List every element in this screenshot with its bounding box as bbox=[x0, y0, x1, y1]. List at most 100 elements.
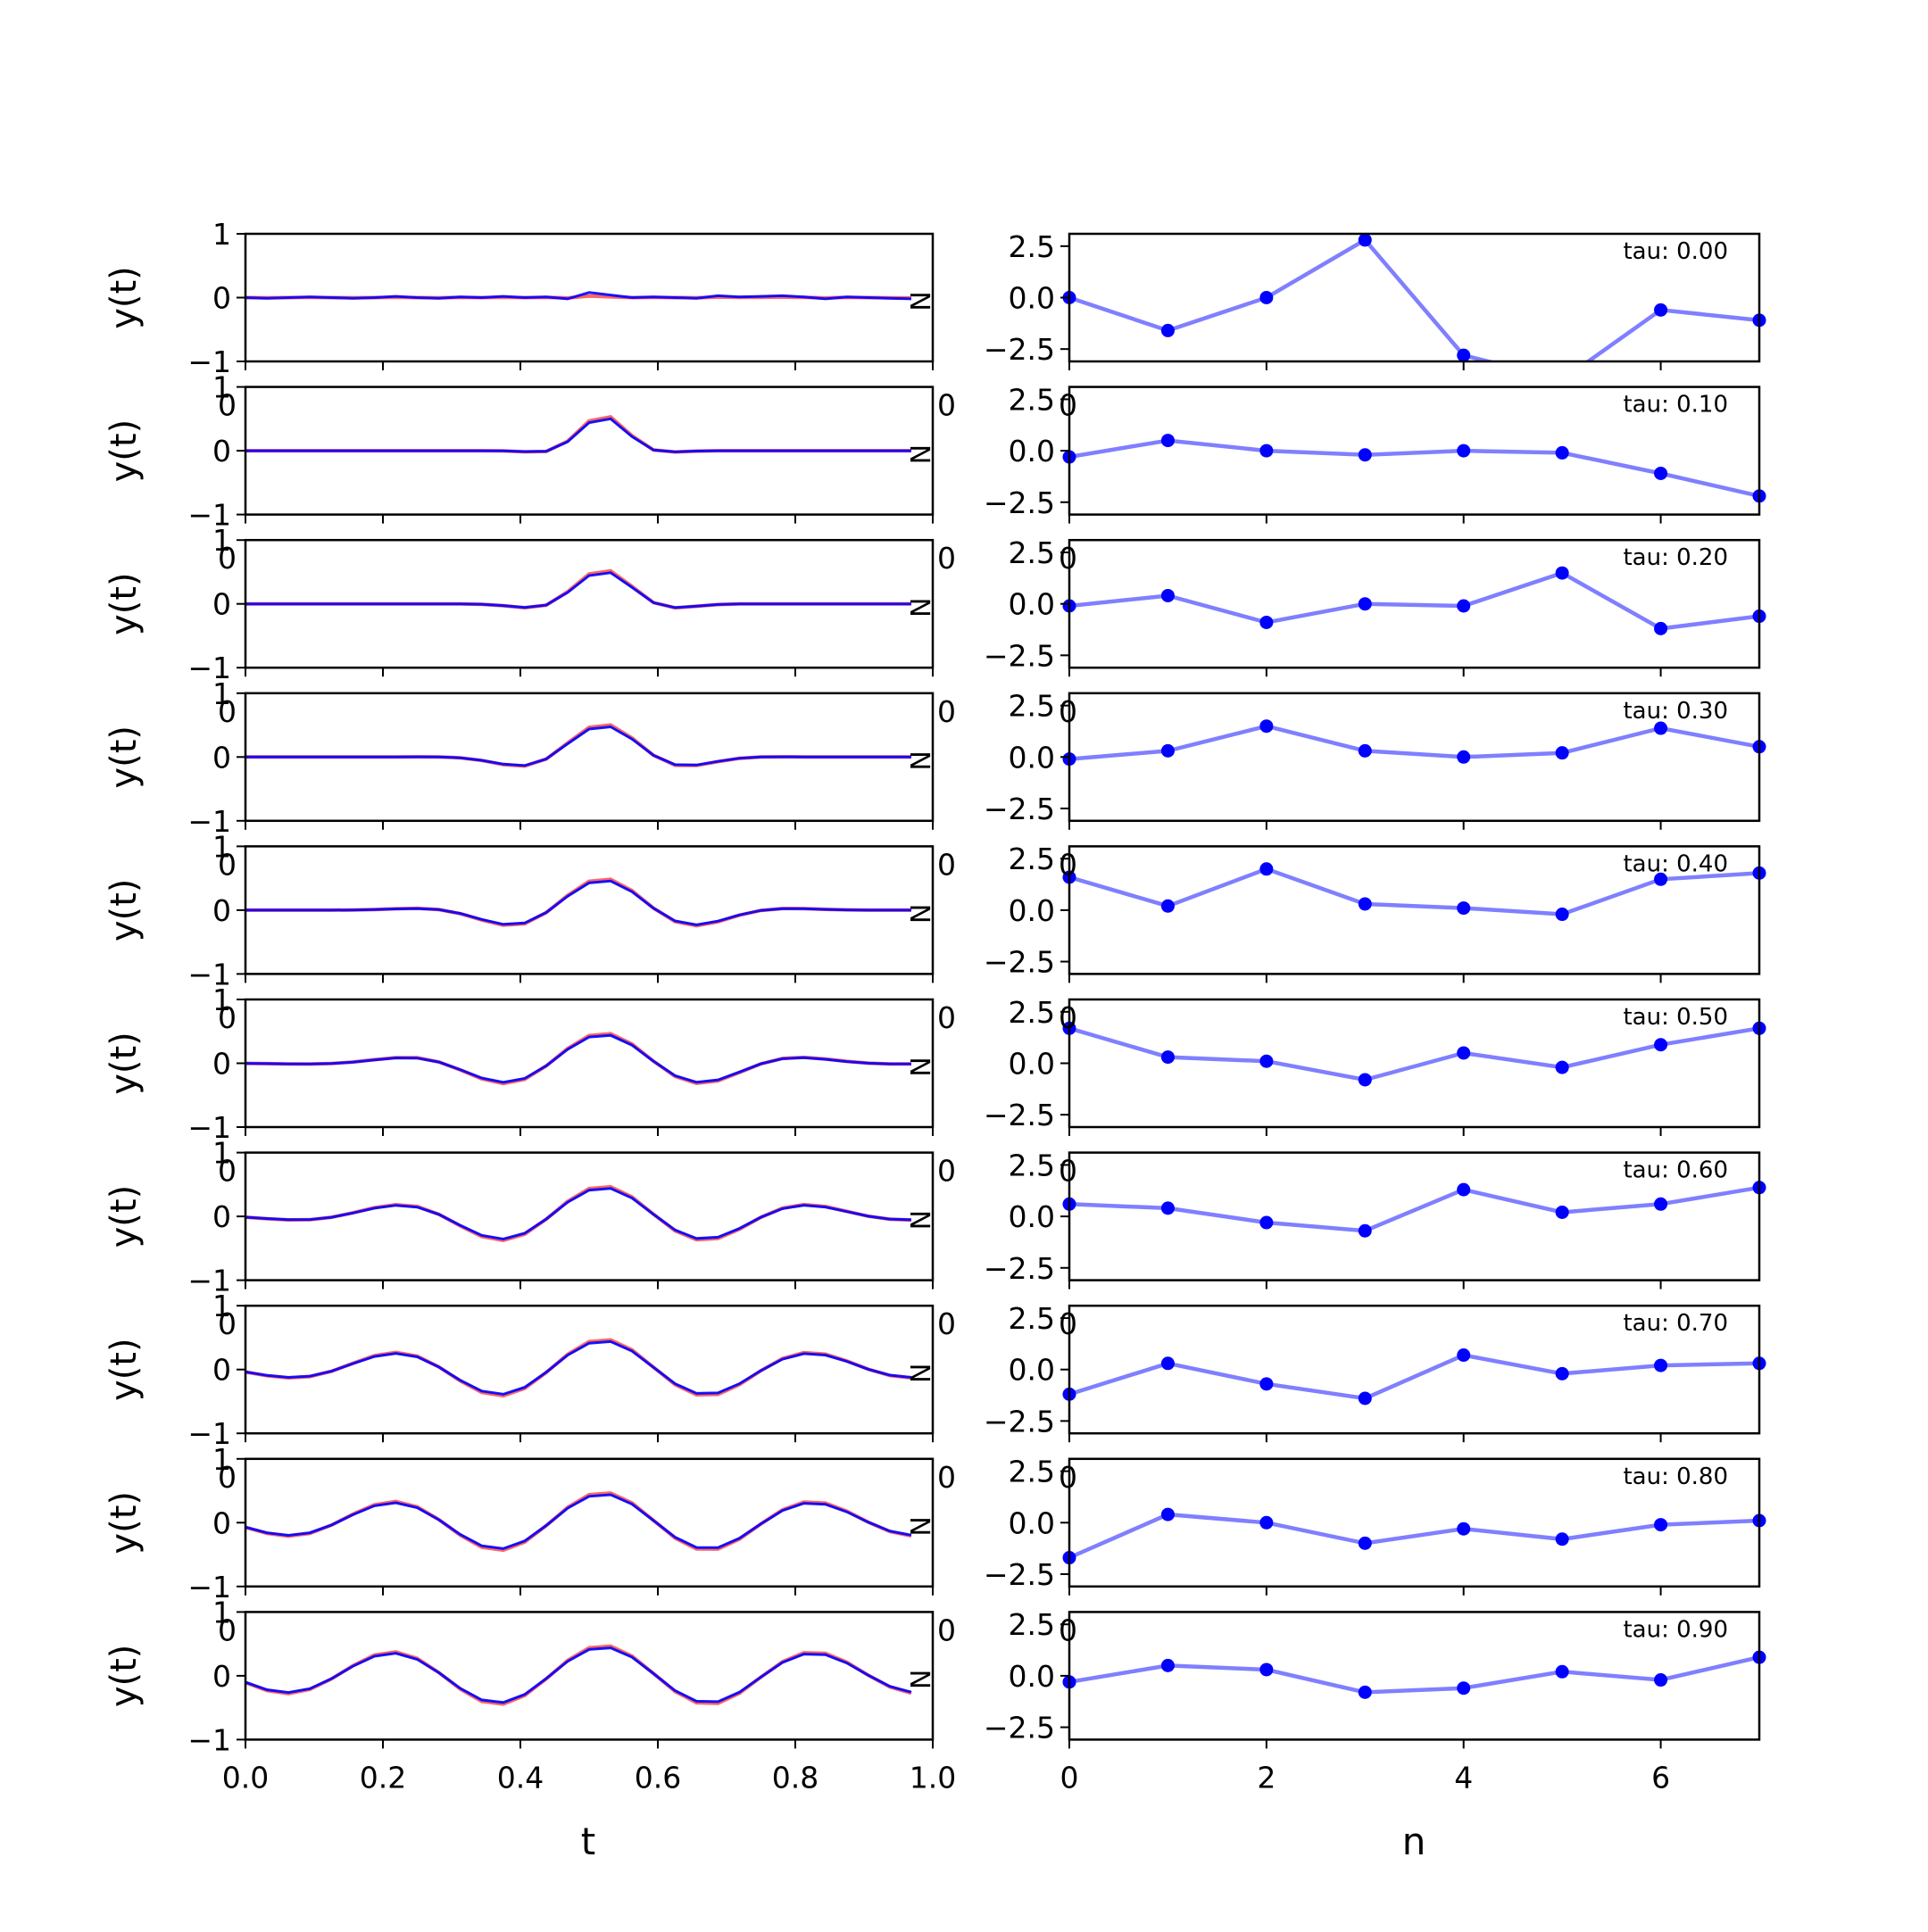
signal-line-blue bbox=[245, 1493, 912, 1550]
signal-line-blue bbox=[245, 1646, 912, 1704]
overlap-tick-label: 0 bbox=[1059, 1306, 1077, 1341]
tau-label: tau: 0.30 bbox=[1623, 698, 1728, 725]
y-tick-label: 1 bbox=[212, 676, 231, 711]
coeff-point bbox=[1160, 434, 1175, 448]
coeff-panel: 2.5 0.0 −2.5 0 tau: 0.80 bbox=[984, 1455, 1766, 1596]
signal-panel: 10−1y(t)0 0N bbox=[104, 829, 956, 991]
y-tick-label: −2.5 bbox=[984, 638, 1055, 673]
overlap-tick-label: 0 bbox=[1059, 1460, 1077, 1495]
y-tick-label: 0.0 bbox=[1009, 893, 1055, 928]
y-axis-label: y(t) bbox=[104, 726, 145, 789]
overlap-tick-label: 0 bbox=[937, 1613, 956, 1647]
y-tick-label: −1 bbox=[187, 651, 231, 685]
coeff-point bbox=[1358, 1536, 1372, 1550]
coeff-point bbox=[1259, 444, 1274, 458]
coeff-point bbox=[1457, 444, 1471, 458]
y-tick-label: 0 bbox=[212, 740, 231, 775]
y-tick-label: 2.5 bbox=[1009, 842, 1055, 876]
coeff-point bbox=[1259, 1663, 1274, 1677]
edge-label-n: N bbox=[903, 904, 935, 924]
coeff-point bbox=[1457, 750, 1471, 764]
coeff-point bbox=[1555, 1205, 1569, 1219]
signal-line-blue bbox=[245, 725, 911, 767]
coeff-point bbox=[1259, 1215, 1274, 1230]
y-tick-label: 2.5 bbox=[1009, 1301, 1055, 1336]
coeff-panel: 2.5 0.0 −2.5 0 tau: 0.70 bbox=[984, 1301, 1766, 1443]
signal-panel: 10−1y(t)0 0N bbox=[104, 983, 956, 1145]
coeff-point bbox=[1654, 1358, 1668, 1372]
coeff-panel: 2.50.0−2.50 2 4 60 tau: 0.90 bbox=[984, 1607, 1766, 1795]
y-tick-label: 0 bbox=[212, 281, 231, 316]
signal-line-blue bbox=[245, 417, 911, 453]
x-tick-label: 0.0 bbox=[222, 1760, 269, 1795]
coeff-point bbox=[1654, 466, 1668, 480]
coeff-line bbox=[1068, 1353, 1760, 1401]
signal-panel: 10−1y(t)0 0N bbox=[104, 523, 956, 685]
y-axis-label: y(t) bbox=[104, 1491, 145, 1555]
coeff-point bbox=[1358, 1685, 1372, 1699]
overlap-tick-label: 0 bbox=[937, 1460, 956, 1495]
y-axis-label: y(t) bbox=[104, 266, 145, 329]
tau-label: tau: 0.90 bbox=[1623, 1616, 1728, 1643]
x-tick-label: 0.6 bbox=[635, 1760, 681, 1795]
overlap-tick-label: 0 bbox=[218, 1154, 237, 1189]
y-tick-label: 2.5 bbox=[1009, 1455, 1055, 1489]
y-tick-label: 2.5 bbox=[1009, 1148, 1055, 1182]
y-tick-label: 2.5 bbox=[1009, 995, 1055, 1030]
coeff-point bbox=[1160, 323, 1175, 337]
overlap-tick-label: 0 bbox=[218, 1306, 237, 1341]
coeff-panel: 2.5 0.0 −2.5 0 tau: 0.20 bbox=[984, 535, 1766, 677]
overlap-tick-label: 0 bbox=[937, 388, 956, 423]
coeff-point bbox=[1457, 1681, 1471, 1696]
y-tick-label: 0.0 bbox=[1009, 1199, 1055, 1234]
y-tick-label: −1 bbox=[187, 957, 231, 991]
coeff-point bbox=[1358, 897, 1372, 911]
overlap-tick-label: 0 bbox=[1059, 541, 1077, 576]
edge-label-n: N bbox=[903, 1516, 935, 1536]
coeff-point bbox=[1654, 621, 1668, 635]
overlap-tick-label: 0 bbox=[1059, 847, 1077, 882]
coeff-point bbox=[1160, 1658, 1175, 1672]
overlap-tick-label: 0 bbox=[937, 1306, 956, 1341]
coeff-point bbox=[1358, 743, 1372, 758]
tau-label: tau: 0.60 bbox=[1623, 1157, 1728, 1184]
tau-label: tau: 0.70 bbox=[1623, 1310, 1728, 1337]
coeff-line bbox=[1068, 1185, 1760, 1233]
coeff-point bbox=[1654, 721, 1668, 735]
y-tick-label: 0.0 bbox=[1009, 281, 1055, 316]
x-tick-label: 0.8 bbox=[772, 1760, 819, 1795]
overlap-tick-label: 0 bbox=[218, 1613, 237, 1647]
y-tick-label: −2.5 bbox=[984, 1251, 1055, 1286]
y-tick-label: 0.0 bbox=[1009, 1353, 1055, 1388]
coeff-line bbox=[1068, 866, 1760, 916]
coeff-point bbox=[1259, 1054, 1274, 1068]
signal-line-blue bbox=[245, 1033, 911, 1084]
coeff-point bbox=[1555, 1532, 1569, 1546]
y-tick-label: −2.5 bbox=[984, 332, 1055, 367]
y-tick-label: 0 bbox=[212, 1353, 231, 1388]
y-tick-label: 0 bbox=[212, 1659, 231, 1694]
x-tick-label: 6 bbox=[1651, 1760, 1670, 1795]
coeff-line bbox=[1068, 1026, 1760, 1082]
edge-label-n: N bbox=[903, 1670, 935, 1689]
coeff-panel: 2.5 0.0 −2.5 0 tau: 0.60 bbox=[984, 1148, 1766, 1289]
y-tick-label: −2.5 bbox=[984, 485, 1055, 520]
coeff-point bbox=[1160, 1356, 1175, 1371]
overlap-tick-label: 0 bbox=[937, 847, 956, 882]
y-tick-label: −2.5 bbox=[984, 1404, 1055, 1439]
coeff-point bbox=[1654, 1038, 1668, 1052]
coeff-point bbox=[1654, 1673, 1668, 1687]
y-tick-label: −1 bbox=[187, 1722, 231, 1757]
signal-panel: 10−1y(t)0 0N bbox=[104, 1136, 956, 1298]
coeff-point bbox=[1358, 1223, 1372, 1238]
y-tick-label: −1 bbox=[187, 1416, 231, 1451]
y-axis-label: y(t) bbox=[104, 1032, 145, 1095]
coeff-point bbox=[1358, 234, 1372, 247]
y-tick-label: −1 bbox=[187, 804, 231, 839]
coeff-point bbox=[1160, 588, 1175, 602]
x-tick-label: 0.2 bbox=[360, 1760, 406, 1795]
overlap-tick-label: 0 bbox=[218, 1460, 237, 1495]
coeff-panel: 2.5 0.0 −2.5 0 tau: 0.50 bbox=[984, 995, 1766, 1136]
edge-label-n: N bbox=[903, 1057, 935, 1076]
